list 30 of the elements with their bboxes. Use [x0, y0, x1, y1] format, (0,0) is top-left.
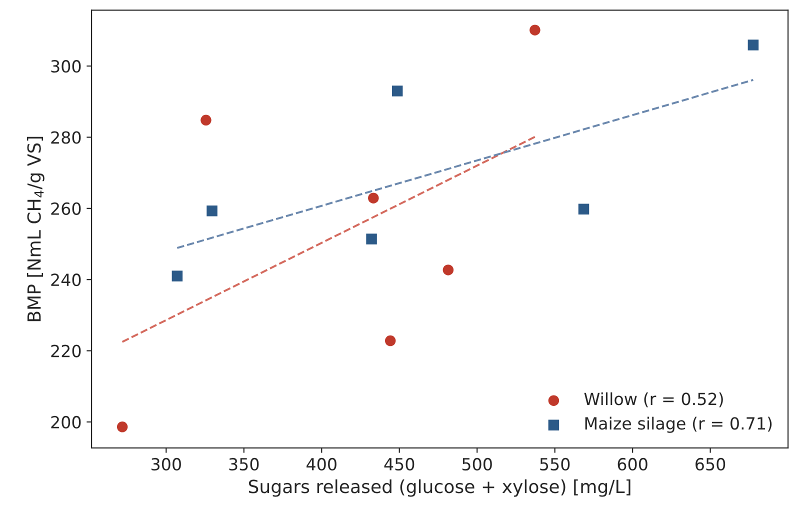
legend-label: Maize silage (r = 0.71) [585, 416, 772, 433]
point [392, 86, 403, 96]
legend-label: Willow (r = 0.52) [584, 392, 723, 408]
x-tick-label: 600 [618, 458, 648, 471]
x-tick-label: 550 [540, 458, 570, 471]
x-tick-label: 450 [384, 458, 414, 471]
x-axis-title: Sugars released (glucose + xylose) [mg/L] [248, 479, 630, 497]
x-tick-label: 300 [152, 458, 181, 471]
point [172, 270, 183, 282]
point [748, 40, 759, 50]
point [578, 204, 590, 214]
point [368, 192, 379, 204]
x-tick-label: 650 [696, 458, 726, 471]
y-tick-label: 240 [51, 274, 81, 286]
x-tick-label: 500 [462, 458, 492, 471]
y-tick-label: 200 [51, 416, 81, 429]
y-axis-title: BMP [NmL CH$_{4}$/g VS] [26, 136, 44, 322]
point [116, 422, 128, 432]
x-tick-label: 400 [306, 458, 336, 471]
y-tick-label: 220 [51, 344, 81, 358]
point [366, 234, 377, 244]
y-tick-label: 260 [51, 202, 81, 215]
x-tick-label: 350 [229, 458, 259, 471]
y-tick-label: 300 [51, 60, 81, 73]
point [206, 206, 218, 216]
point [530, 24, 540, 36]
point [442, 264, 454, 276]
y-tick-label: 280 [51, 131, 81, 144]
point [384, 335, 396, 346]
point [200, 114, 212, 126]
